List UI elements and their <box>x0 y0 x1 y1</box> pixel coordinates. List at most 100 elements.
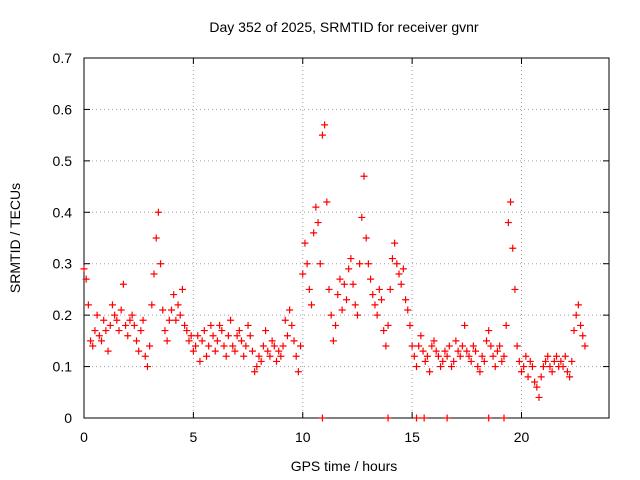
data-point <box>491 363 499 371</box>
data-point <box>279 342 287 350</box>
data-point <box>273 357 280 365</box>
y-tick-label: 0.6 <box>53 101 73 117</box>
y-axis-label: SRMTID / TECUs <box>7 183 23 293</box>
data-point <box>102 327 110 335</box>
y-tick-label: 0 <box>64 410 72 426</box>
data-point <box>430 337 438 345</box>
data-point <box>522 352 530 360</box>
data-point <box>161 327 169 335</box>
data-point <box>367 275 375 283</box>
data-point <box>238 337 245 345</box>
data-point <box>93 311 101 319</box>
data-point <box>456 352 464 360</box>
data-point <box>343 296 350 304</box>
data-point <box>318 131 326 139</box>
data-point <box>133 337 140 345</box>
data-point <box>404 306 412 314</box>
data-point <box>391 239 399 247</box>
data-point <box>89 342 97 350</box>
data-point <box>135 347 143 355</box>
data-point <box>504 219 512 227</box>
data-point <box>124 332 132 340</box>
data-point <box>318 414 326 422</box>
data-point <box>290 337 298 345</box>
data-point <box>349 280 357 288</box>
data-point <box>524 373 532 381</box>
data-point <box>275 347 283 355</box>
data-point <box>209 332 217 340</box>
data-point <box>360 172 368 180</box>
data-point <box>148 301 156 309</box>
data-point <box>417 332 425 340</box>
data-point <box>526 357 534 365</box>
y-tick-label: 0.1 <box>53 359 73 375</box>
data-point <box>95 332 103 340</box>
data-point <box>224 332 232 340</box>
data-point <box>255 352 263 360</box>
data-point <box>336 275 344 283</box>
x-axis-label: GPS time / hours <box>291 458 398 474</box>
data-point <box>281 316 289 324</box>
data-point <box>375 285 383 293</box>
data-point <box>176 311 184 319</box>
data-point <box>568 357 576 365</box>
data-point <box>277 352 285 360</box>
data-point <box>408 342 416 350</box>
data-point <box>507 198 515 206</box>
data-point <box>535 393 543 401</box>
data-point <box>82 275 90 283</box>
data-point <box>500 414 508 422</box>
data-point <box>244 321 252 329</box>
data-point <box>332 321 340 329</box>
data-point <box>183 327 191 335</box>
data-point <box>283 332 291 340</box>
data-point <box>450 357 458 365</box>
data-point <box>189 347 197 355</box>
data-point <box>111 311 119 319</box>
data-point <box>485 414 493 422</box>
data-point <box>262 327 270 335</box>
data-point <box>213 337 221 345</box>
data-point <box>480 357 488 365</box>
data-point <box>310 229 318 237</box>
data-point <box>104 347 112 355</box>
data-point <box>126 316 134 324</box>
data-point <box>454 347 462 355</box>
x-tick-label: 15 <box>404 429 420 445</box>
data-point <box>321 121 329 129</box>
data-point <box>550 357 558 365</box>
data-point <box>358 213 366 221</box>
data-point <box>443 352 451 360</box>
x-tick-label: 5 <box>189 429 197 445</box>
data-point <box>329 337 337 345</box>
data-points <box>80 121 589 422</box>
data-point <box>185 337 193 345</box>
data-point <box>222 352 230 360</box>
data-point <box>84 301 92 309</box>
data-point <box>351 301 359 309</box>
data-point <box>288 321 296 329</box>
data-point <box>192 342 200 350</box>
data-point <box>467 357 475 365</box>
data-point <box>345 265 353 273</box>
data-point <box>384 414 392 422</box>
data-point <box>253 363 261 371</box>
data-point <box>542 357 550 365</box>
data-point <box>168 306 175 314</box>
data-point <box>139 316 147 324</box>
data-point <box>537 373 545 381</box>
grid-lines <box>84 58 609 418</box>
data-point <box>395 270 403 278</box>
data-point <box>305 285 313 293</box>
data-point <box>563 368 571 376</box>
data-point <box>303 260 311 268</box>
data-point <box>334 291 342 299</box>
data-point <box>364 260 372 268</box>
data-point <box>316 260 324 268</box>
data-point <box>539 363 547 371</box>
plot-frame <box>83 57 610 419</box>
x-axis: 0 5 10 15 20 <box>80 58 529 445</box>
data-point <box>154 208 162 216</box>
data-point <box>465 352 473 360</box>
data-point <box>448 363 455 371</box>
